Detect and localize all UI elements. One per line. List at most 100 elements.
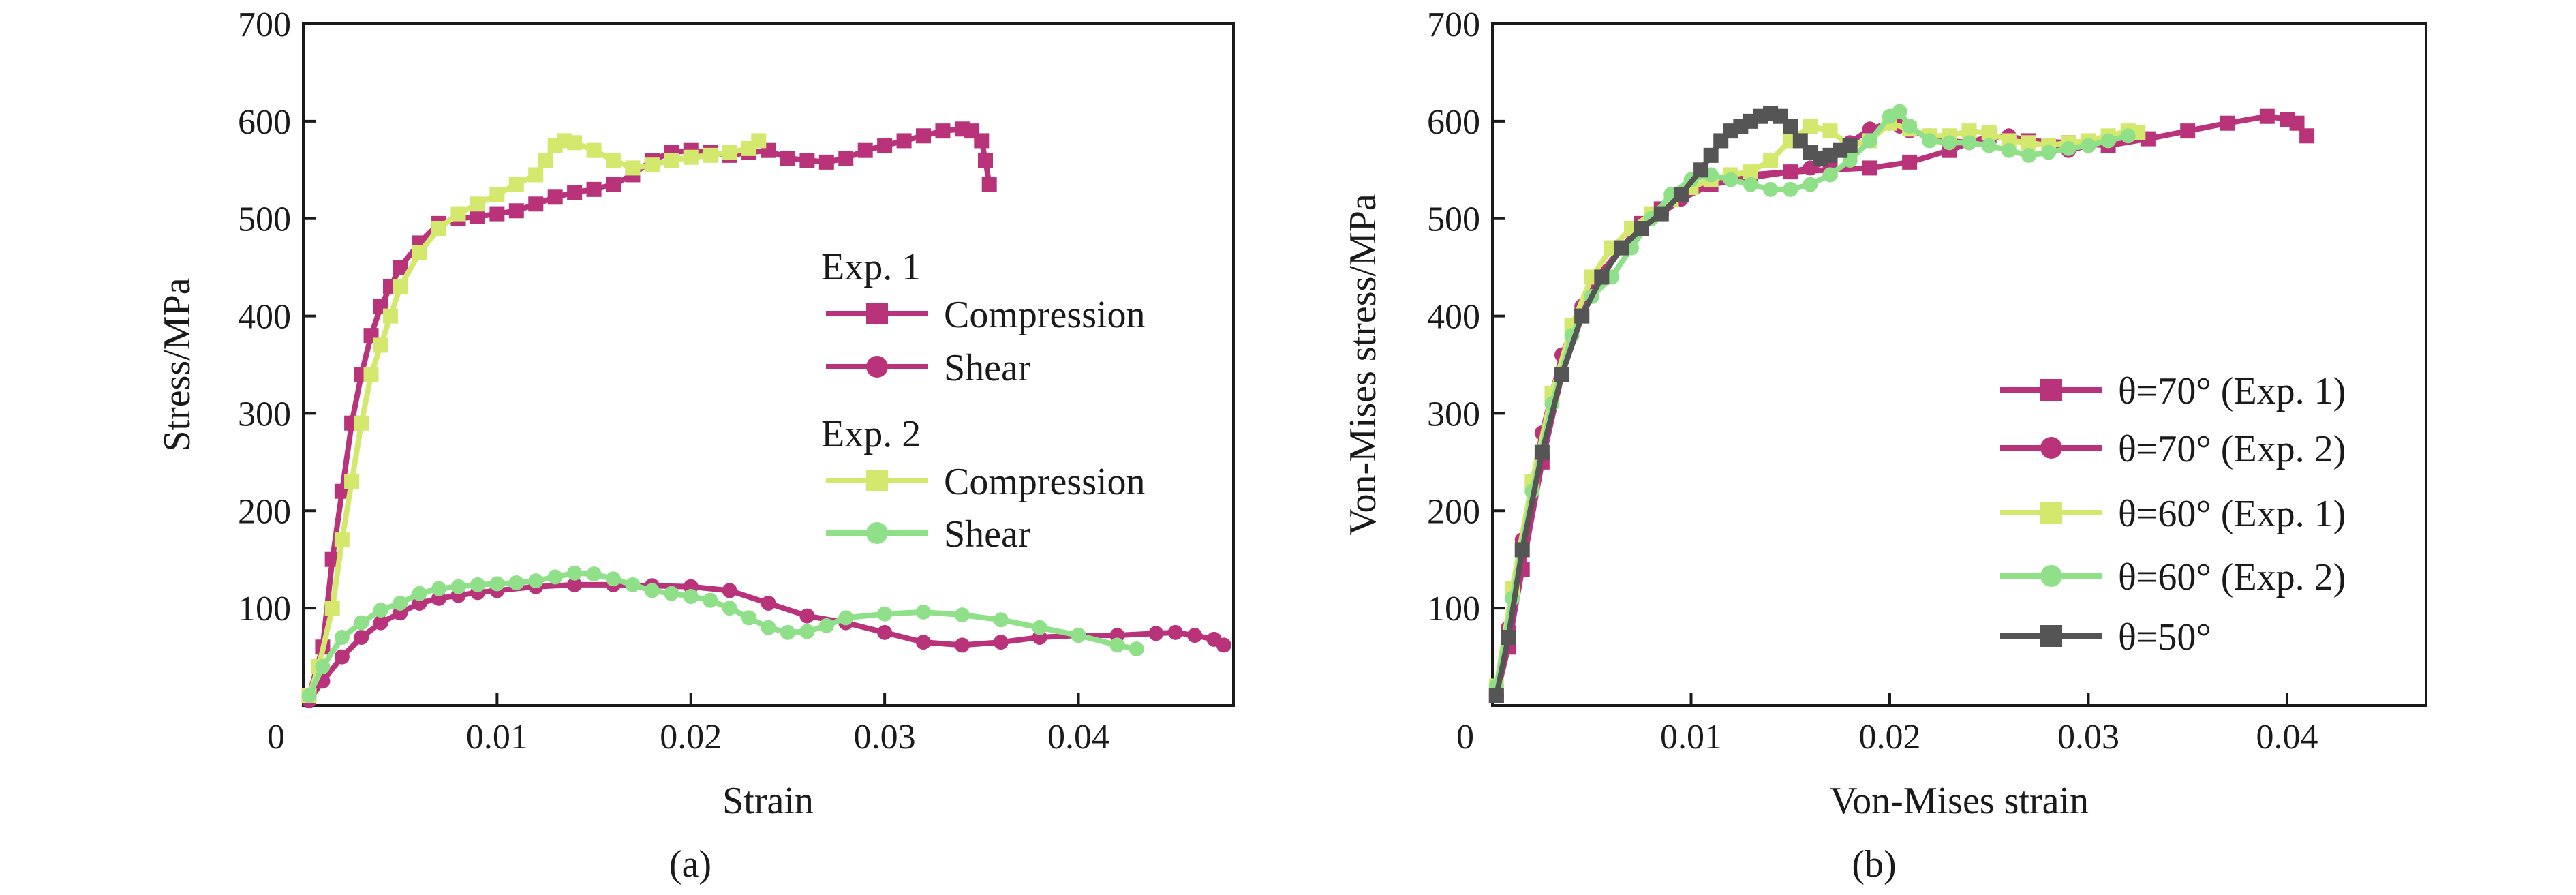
data-point [2180,123,2196,139]
data-point [1129,641,1144,657]
data-point [2299,128,2315,144]
y-axis-label-a: Stress/MPa [156,277,198,451]
data-point [606,571,621,587]
data-point [1763,181,1779,197]
plot-frame-b [1491,22,2427,707]
y-tick-label: 500 [238,200,291,239]
data-point [838,610,854,626]
data-point [373,615,388,631]
data-point [1743,164,1758,180]
data-point [916,604,931,620]
data-point [450,579,466,594]
x-tick-label: 0.02 [1858,718,1920,757]
series-group-a [301,121,1231,708]
x-tick-label: 0.02 [660,718,722,757]
data-point [301,688,317,703]
legend-label: Compression [944,461,1146,503]
data-point [373,603,388,618]
legend-swatch-circle-marker [866,522,888,544]
data-point [1109,637,1125,653]
x-tick-label: 0.03 [2057,718,2119,757]
data-point [896,133,912,149]
y-tick-label: 200 [1427,492,1480,531]
data-point [2100,133,2116,149]
series-line [1493,108,2131,689]
legend-label: θ=70° (Exp. 2) [2118,428,2346,470]
data-point [1743,177,1758,192]
data-point [703,592,718,608]
tick-group-a: 0.01 0.02 0.03 0.04 100 200 300 400 500 600 700 [238,5,1109,757]
data-point [431,221,447,236]
origin-label-b: 0 [1456,718,1474,757]
data-point [1763,153,1779,168]
y-tick-label: 100 [1427,590,1480,628]
legend-a: Exp. 1 Compression Shear Exp. 2 Compress… [821,246,1146,556]
data-point [489,576,505,592]
data-point [644,583,660,598]
y-tick-label: 300 [1427,395,1480,434]
data-point [993,635,1009,650]
data-point [1803,119,1818,134]
legend-entry-b-3: θ=60° (Exp. 2) [2000,556,2346,598]
legend-label: Shear [944,513,1031,556]
data-point [489,187,505,202]
data-point [2001,142,2017,158]
data-point [1071,628,1086,643]
data-point [978,153,993,168]
data-point [470,196,485,212]
data-point [470,577,485,592]
series-3 [1488,115,2146,694]
legend-entry-a-2: Compression [826,461,1146,503]
data-point [450,206,466,222]
data-point [334,532,350,548]
legend-label: θ=70° (Exp. 1) [2118,370,2346,412]
data-point [1554,367,1570,382]
data-point [625,577,641,592]
legend-entry-a-0: Compression [826,294,1146,336]
data-point [606,177,621,192]
x-axis-label-a: Strain [722,780,814,822]
data-point [741,610,757,626]
data-point [412,586,427,601]
x-tick-label: 0.04 [2256,718,2318,757]
data-point [780,151,795,166]
data-point [1594,269,1610,285]
data-point [644,157,660,173]
data-point [2021,135,2037,151]
data-point [2220,115,2235,131]
data-point [974,133,990,149]
data-point [722,145,737,160]
data-point [538,153,553,168]
data-point [1167,624,1183,640]
tick-group-b: 0.01 0.02 0.03 0.04 100 200 300 400 500 600 700 [1427,5,2318,757]
data-point [838,151,854,166]
legend-swatch-square-marker [2040,625,2062,647]
data-point [664,586,679,601]
y-tick-label: 300 [238,395,291,434]
data-point [2259,108,2275,124]
data-point [586,142,602,158]
x-axis-label-b: Von-Mises strain [1830,780,2089,822]
data-point [916,128,931,144]
y-tick-label: 400 [1427,298,1480,337]
y-tick-label: 700 [1427,5,1480,44]
data-point [1922,133,1937,149]
legend-label: Compression [944,294,1146,336]
data-point [1862,133,1877,149]
legend-swatch-square-marker [2040,502,2062,524]
data-point [489,206,505,222]
data-point [954,607,970,623]
data-point [761,596,776,611]
data-point [1148,626,1164,641]
data-point [1902,119,1918,134]
legend-group-title-exp2: Exp. 2 [821,413,921,455]
data-point [799,624,815,639]
series-4 [301,565,1144,703]
x-tick-label: 0.01 [466,718,528,757]
data-point [751,133,767,149]
data-point [1942,135,1957,151]
x-tick-label: 0.04 [1047,718,1109,757]
y-tick-label: 200 [238,492,291,531]
